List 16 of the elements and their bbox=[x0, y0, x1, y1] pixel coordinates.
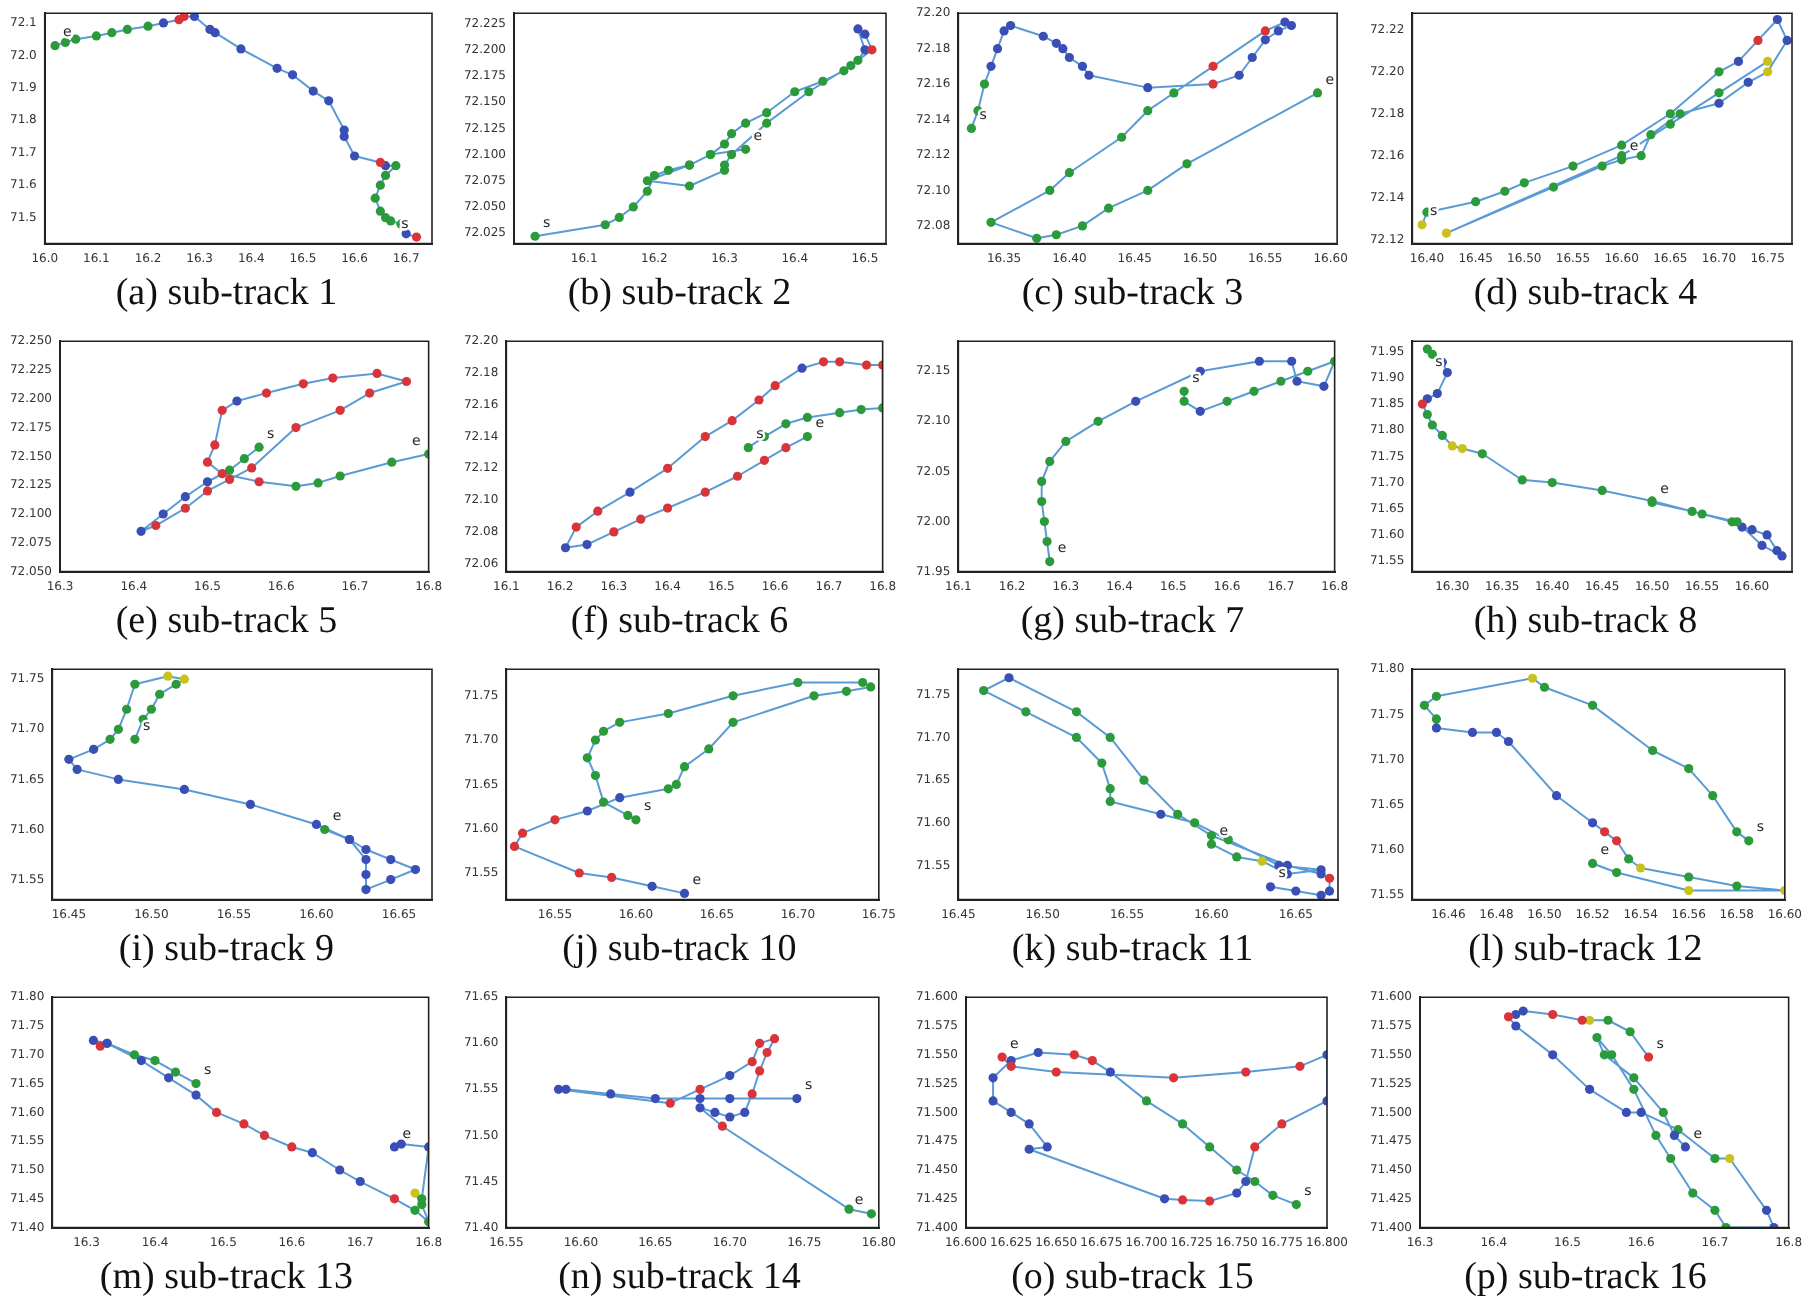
text: (b) sub-track 2 bbox=[565, 272, 794, 316]
text: (k) sub-track 11 bbox=[1009, 928, 1256, 972]
text: (h) sub-track 8 bbox=[1471, 600, 1700, 644]
text: (d) sub-track 4 bbox=[1471, 272, 1700, 316]
text: (a) sub-track 1 bbox=[113, 272, 340, 316]
text: (g) sub-track 7 bbox=[1018, 600, 1247, 644]
text: (c) sub-track 3 bbox=[1019, 272, 1246, 316]
text: (f) sub-track 6 bbox=[568, 600, 791, 644]
text: (p) sub-track 16 bbox=[1462, 1256, 1709, 1300]
text: (n) sub-track 14 bbox=[556, 1256, 803, 1300]
text: (m) sub-track 13 bbox=[97, 1256, 356, 1300]
text: (i) sub-track 9 bbox=[116, 928, 337, 972]
text: (e) sub-track 5 bbox=[113, 600, 340, 644]
text: (j) sub-track 10 bbox=[560, 928, 799, 972]
text: (o) sub-track 15 bbox=[1009, 1256, 1256, 1300]
text: (l) sub-track 12 bbox=[1466, 928, 1705, 972]
